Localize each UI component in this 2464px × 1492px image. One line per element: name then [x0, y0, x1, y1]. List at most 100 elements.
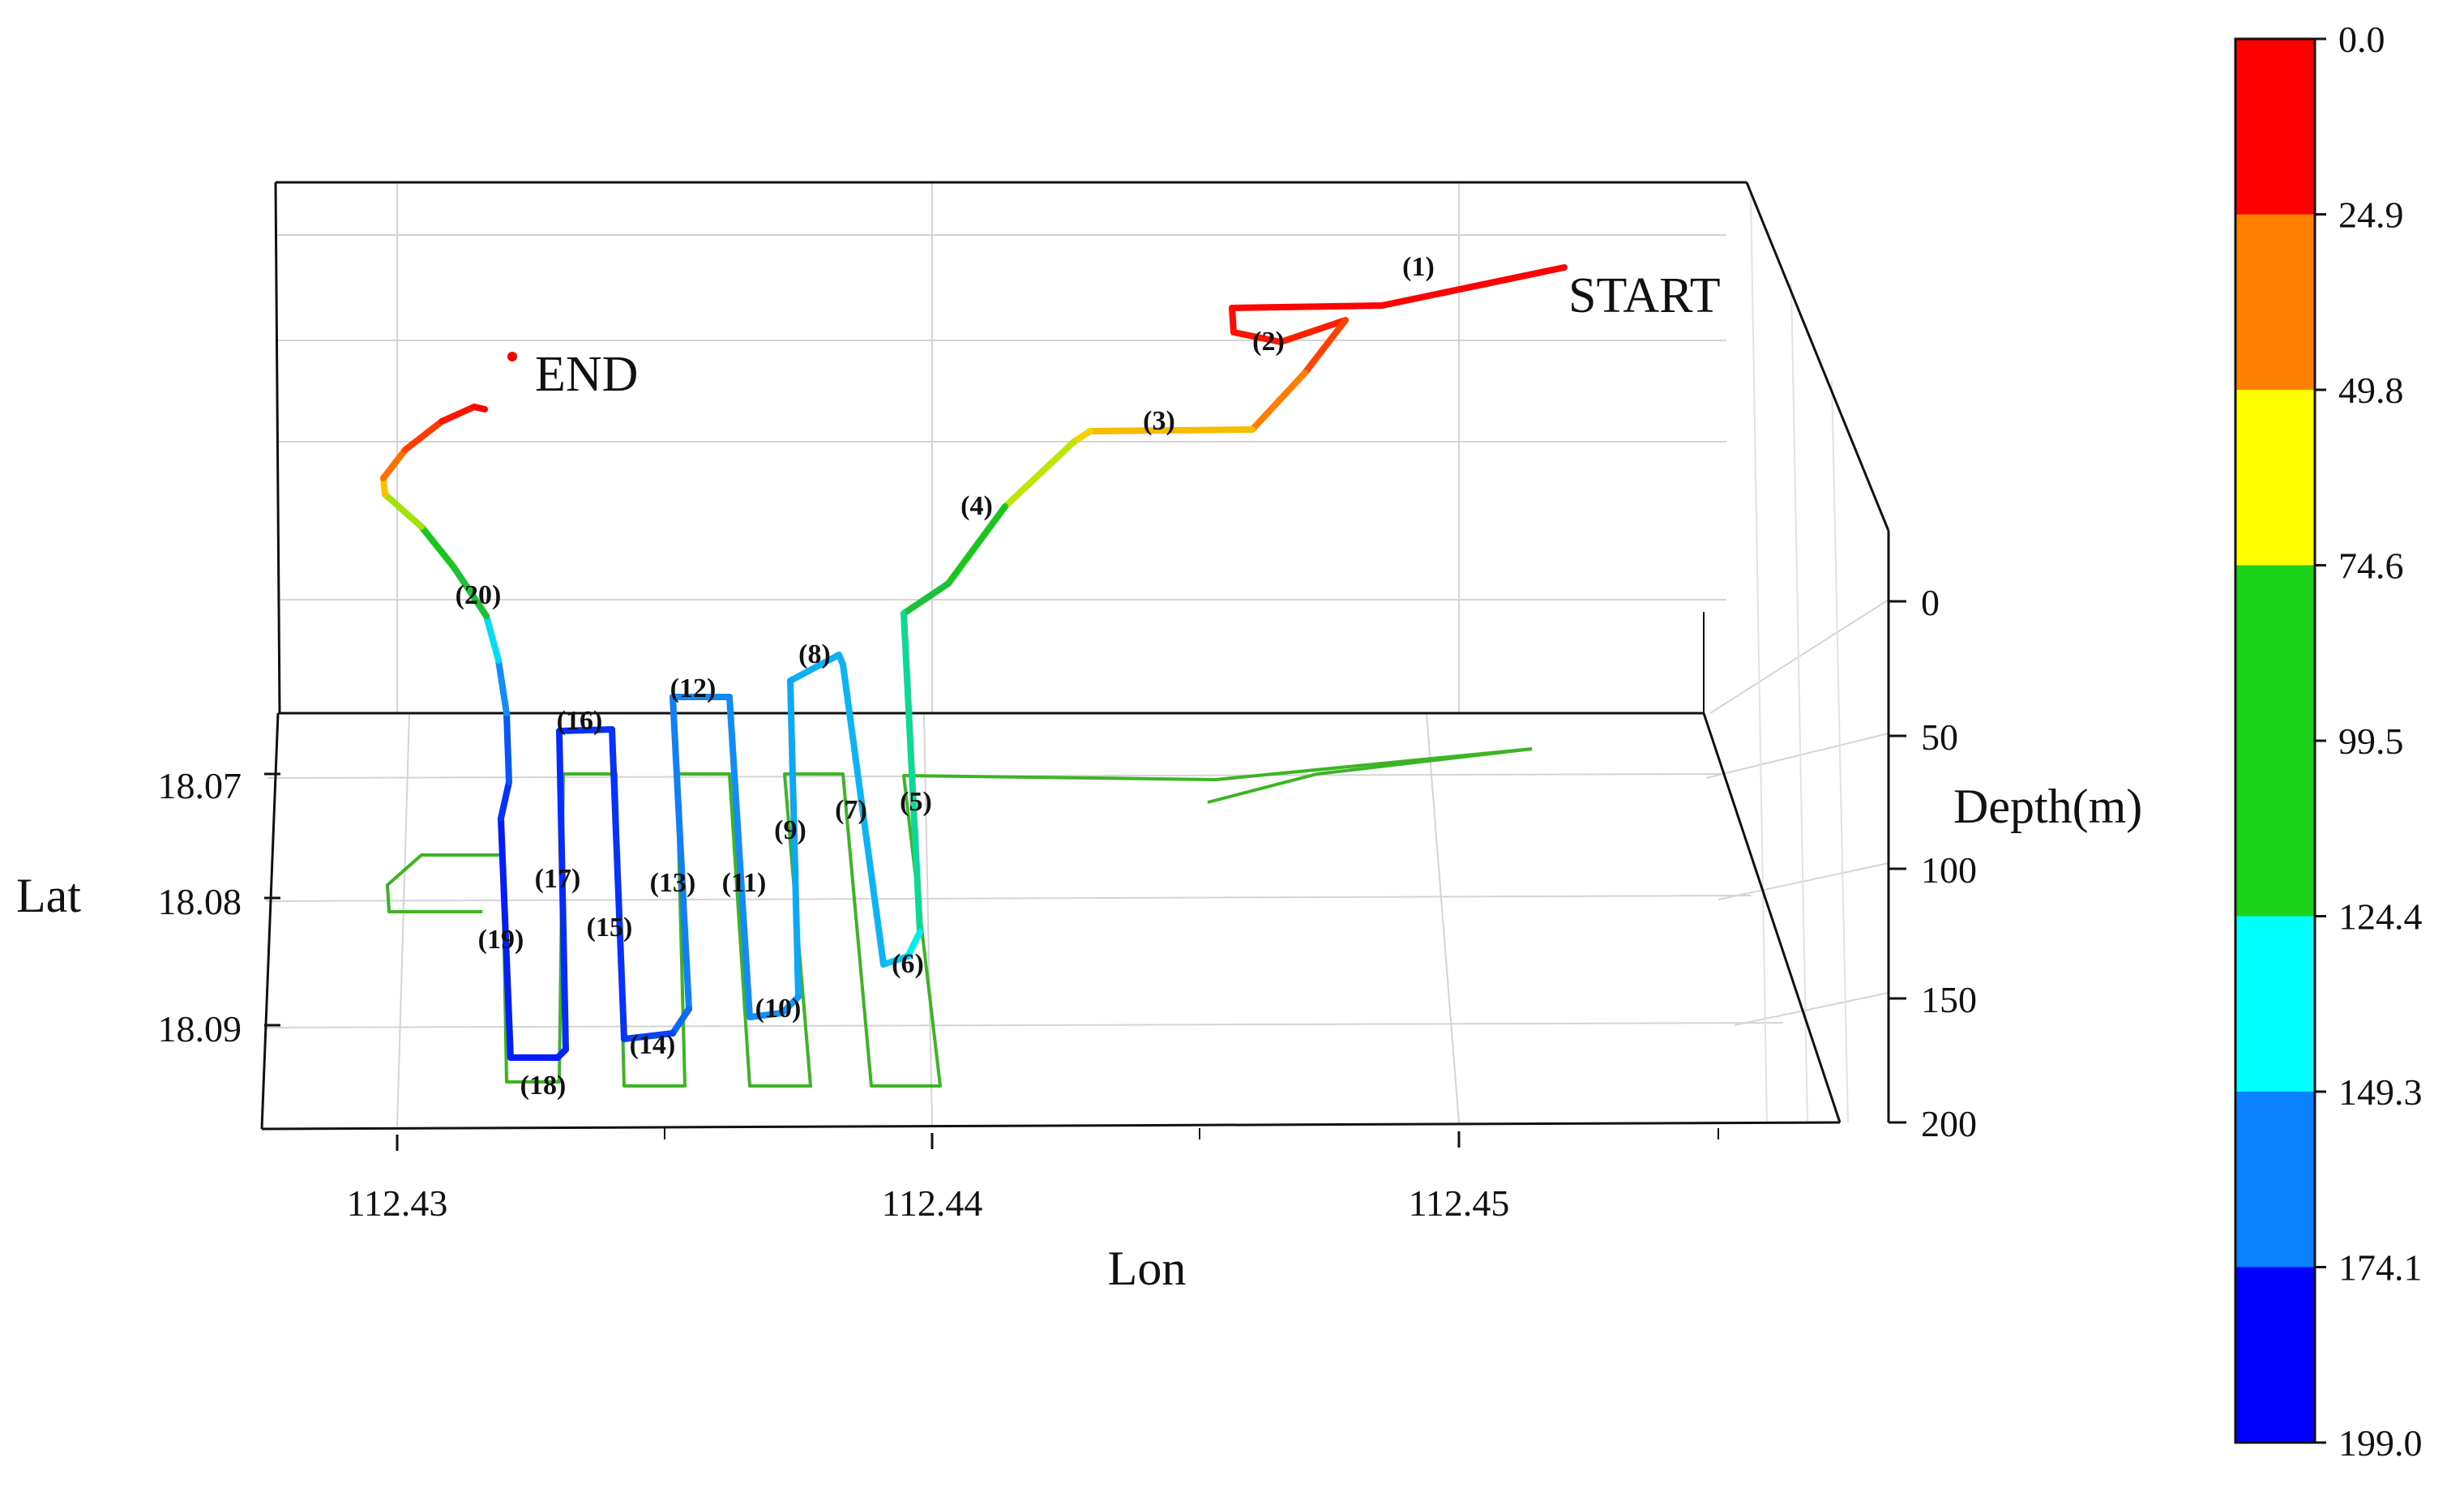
depth-tick-label: 150 [1921, 979, 1977, 1020]
annotations: START END (1) (2) (3) (4) (5) (6) (7) (8) (9) (10) (… [456, 252, 1721, 1101]
colorbar-swatch [2235, 39, 2315, 215]
segment-label: (9) [774, 815, 806, 845]
segment-label: (2) [1252, 327, 1285, 357]
colorbar-swatch [2235, 1267, 2315, 1443]
floor-left-edge [260, 712, 280, 1130]
side-wall-gridline [1705, 733, 1889, 779]
depth-tick-label: 200 [1921, 1103, 1977, 1144]
segment-label: (10) [755, 994, 802, 1024]
trajectory-segment [840, 661, 887, 968]
colorbar-swatch [2235, 390, 2315, 566]
segment-label: (5) [900, 787, 932, 817]
colorbar-tick-label: 24.9 [2338, 195, 2404, 236]
colorbar-swatch [2235, 214, 2315, 391]
lon-tick-label: 112.43 [347, 1182, 448, 1224]
projection-track [386, 747, 1533, 1088]
floor-gridline [923, 712, 933, 1126]
segment-label: (19) [478, 925, 524, 955]
floor-gridline [396, 712, 410, 1127]
depth-tick-label: 0 [1921, 582, 1940, 623]
trajectory-segment [787, 652, 842, 684]
end-label: END [535, 347, 638, 402]
lon-tick-label: 112.45 [1409, 1182, 1510, 1224]
lon-tick-label: 112.44 [882, 1182, 983, 1224]
lat-tick-label: 18.08 [158, 881, 242, 922]
trajectory-segment [1277, 317, 1349, 345]
colorbar-swatch [2235, 1092, 2315, 1268]
floor-gridline [1426, 712, 1460, 1124]
lat-tick-label: 18.09 [158, 1008, 242, 1050]
depth-tick-label: 100 [1921, 849, 1977, 891]
side-wall-gridline [1709, 599, 1889, 714]
trajectory-segment [900, 580, 952, 617]
colorbar-swatch [2235, 916, 2315, 1092]
trajectory-segment [1002, 438, 1077, 510]
segment-label: (18) [520, 1071, 567, 1101]
back-wall-left-edge [274, 182, 281, 714]
segment-label: (13) [650, 868, 696, 898]
segment-label: (16) [557, 706, 603, 736]
colorbar-tick-label: 0.0 [2338, 19, 2385, 60]
colorbar-tick-label: 124.4 [2338, 896, 2423, 938]
segment-label: (12) [670, 673, 717, 703]
trajectory-segment [1302, 317, 1349, 376]
side-wall-gridline [1831, 380, 1849, 1123]
side-wall-gridline [1750, 194, 1768, 1123]
segment-label: (15) [587, 913, 633, 943]
segment-label: (6) [892, 949, 924, 979]
trajectory-segment [471, 404, 488, 413]
axis-ticks: 112.43 112.44 112.45 18.07 18.08 18.09 0 50 100 1… [16, 582, 2142, 1295]
trajectory-segment [779, 994, 802, 1016]
segment-label: (1) [1402, 252, 1435, 282]
trajectory-segment [556, 726, 615, 734]
segment-label: (4) [960, 491, 993, 521]
segment-label: (17) [535, 864, 581, 894]
colorbar-tick-label: 74.6 [2338, 545, 2404, 587]
colorbar: 0.0 24.9 49.8 74.6 99.5 124.4 149.3 174.1 199.0 [2234, 19, 2423, 1464]
trajectory-segment [498, 815, 514, 1061]
trajectory-track [380, 264, 1568, 1061]
trajectory-segment [746, 1010, 785, 1020]
segment-label: (11) [722, 868, 767, 898]
colorbar-tick-label: 199.0 [2338, 1422, 2423, 1464]
depth-axis-title: Depth(m) [1953, 780, 2142, 833]
trajectory-segment [880, 953, 911, 968]
segment-label: (3) [1143, 406, 1175, 436]
trajectory-segment [1087, 426, 1256, 434]
trajectory-segment [1230, 329, 1284, 345]
trajectory-segment [498, 779, 512, 822]
trajectory-segment [669, 1006, 692, 1037]
trajectory-segment [556, 728, 569, 1053]
colorbar-tick-label: 174.1 [2338, 1247, 2423, 1289]
trajectory-segment [495, 657, 510, 716]
lat-axis-title: Lat [16, 869, 81, 922]
axes-frame [260, 181, 1890, 1131]
trajectory-segment [900, 610, 923, 935]
start-label: START [1568, 268, 1721, 323]
floor-gridline [265, 895, 1752, 902]
trajectory-segment [726, 694, 753, 1020]
floor-right-edge [1702, 712, 1842, 1123]
side-wall-gridline [1734, 992, 1889, 1026]
side-wall-top-edge [1745, 182, 1890, 532]
segment-label: (20) [456, 580, 502, 610]
trajectory-segment [483, 613, 502, 664]
end-point-marker [507, 352, 517, 361]
trajectory-segment [503, 710, 512, 785]
trajectory-segment [1379, 264, 1568, 309]
trajectory-segment [451, 564, 490, 619]
trajectory-segment [609, 726, 627, 1042]
trajectory-segment [1229, 302, 1385, 311]
trajectory-segment [382, 491, 425, 530]
colorbar-swatch [2235, 565, 2315, 742]
trajectory-segment [945, 503, 1008, 587]
segment-label: (7) [835, 795, 867, 825]
trajectory-segment [402, 418, 445, 453]
trajectory-segment [1249, 370, 1308, 433]
side-wall-gridline [1790, 283, 1808, 1123]
trajectory-segment [418, 524, 457, 571]
colorbar-tick-label: 149.3 [2338, 1071, 2423, 1113]
trajectory-segment [787, 678, 802, 1000]
